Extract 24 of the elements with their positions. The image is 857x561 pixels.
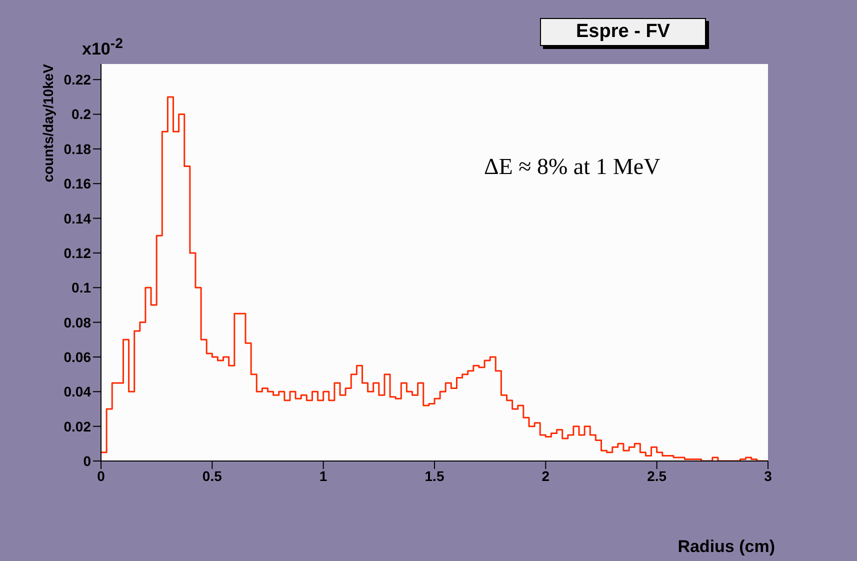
x-tick-label: 1.5 xyxy=(424,468,444,484)
y-tick-label: 0.08 xyxy=(64,314,92,330)
x-tick-label: 1 xyxy=(319,468,328,484)
y-tick-label: 0.14 xyxy=(64,210,92,226)
y-tick-label: 0.16 xyxy=(64,176,92,192)
y-tick-label: 0.12 xyxy=(64,244,92,261)
y-tick-label: 0.02 xyxy=(64,418,92,434)
y-axis-title: counts/day/10keV xyxy=(40,64,56,182)
y-tick-label: 0.18 xyxy=(64,140,92,157)
x-tick-label: 2 xyxy=(542,468,550,484)
y-tick-label: 0.22 xyxy=(64,72,92,88)
y-tick-label: 0.1 xyxy=(72,280,92,296)
y-tick-label: 0.2 xyxy=(72,106,92,122)
chart-title: Espre - FV xyxy=(540,18,706,46)
x-tick-label: 0 xyxy=(97,468,106,484)
x-tick-label: 0.5 xyxy=(202,468,222,484)
text: x10$^{-2}$ xyxy=(82,36,123,60)
annotation: ΔE ≈ 8% at 1 MeV xyxy=(484,154,660,180)
x-tick-label: 3 xyxy=(764,468,772,484)
y-tick-label: 0.04 xyxy=(64,384,92,400)
y-tick-label: 0 xyxy=(83,452,92,469)
y-tick-label: 0.06 xyxy=(64,348,92,365)
x-tick-label: 2.5 xyxy=(647,468,667,484)
x-axis-title: Radius (cm) xyxy=(678,537,775,557)
